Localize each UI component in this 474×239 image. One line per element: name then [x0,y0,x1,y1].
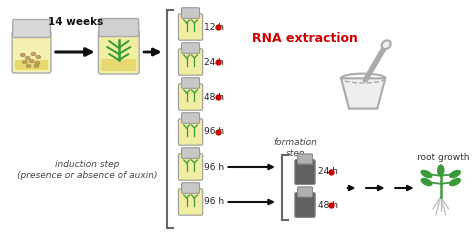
Ellipse shape [26,64,31,68]
FancyBboxPatch shape [182,78,200,88]
Ellipse shape [34,64,39,68]
Text: 48 h: 48 h [318,201,337,210]
FancyBboxPatch shape [12,31,51,73]
Text: 24 h: 24 h [204,58,224,66]
FancyBboxPatch shape [298,154,312,164]
FancyBboxPatch shape [178,14,203,40]
Text: 96 h: 96 h [204,163,224,172]
Text: formation
step: formation step [273,138,317,158]
Text: 48 h: 48 h [204,92,224,102]
Ellipse shape [25,56,30,60]
FancyBboxPatch shape [178,154,203,180]
Ellipse shape [437,164,445,177]
Text: 96 h: 96 h [204,197,224,206]
Text: 24 h: 24 h [318,168,337,176]
Ellipse shape [449,178,461,186]
Ellipse shape [22,60,27,64]
Ellipse shape [20,53,25,57]
Ellipse shape [420,178,432,186]
FancyBboxPatch shape [99,30,139,74]
Ellipse shape [35,61,40,65]
Text: RNA extraction: RNA extraction [252,32,358,44]
FancyBboxPatch shape [295,193,315,217]
Text: 14 weeks: 14 weeks [47,17,103,27]
Ellipse shape [31,52,36,56]
Ellipse shape [382,40,391,49]
Text: root growth: root growth [418,153,470,163]
Ellipse shape [36,55,41,59]
FancyBboxPatch shape [182,8,200,18]
FancyBboxPatch shape [99,18,139,37]
Text: induction step
(presence or absence of auxin): induction step (presence or absence of a… [17,160,157,180]
FancyBboxPatch shape [178,84,203,110]
Ellipse shape [449,170,461,178]
FancyBboxPatch shape [15,60,48,70]
Ellipse shape [420,170,432,178]
FancyBboxPatch shape [178,189,203,215]
FancyBboxPatch shape [182,183,200,193]
FancyBboxPatch shape [182,148,200,158]
FancyBboxPatch shape [182,43,200,53]
FancyBboxPatch shape [178,49,203,75]
FancyBboxPatch shape [298,187,312,197]
FancyBboxPatch shape [295,160,315,185]
FancyBboxPatch shape [101,59,136,71]
Text: 12 h: 12 h [204,22,224,32]
FancyBboxPatch shape [182,113,200,123]
Text: 96 h: 96 h [204,127,224,136]
FancyBboxPatch shape [13,20,50,38]
FancyBboxPatch shape [178,119,203,145]
Ellipse shape [29,59,34,63]
Polygon shape [341,78,385,109]
